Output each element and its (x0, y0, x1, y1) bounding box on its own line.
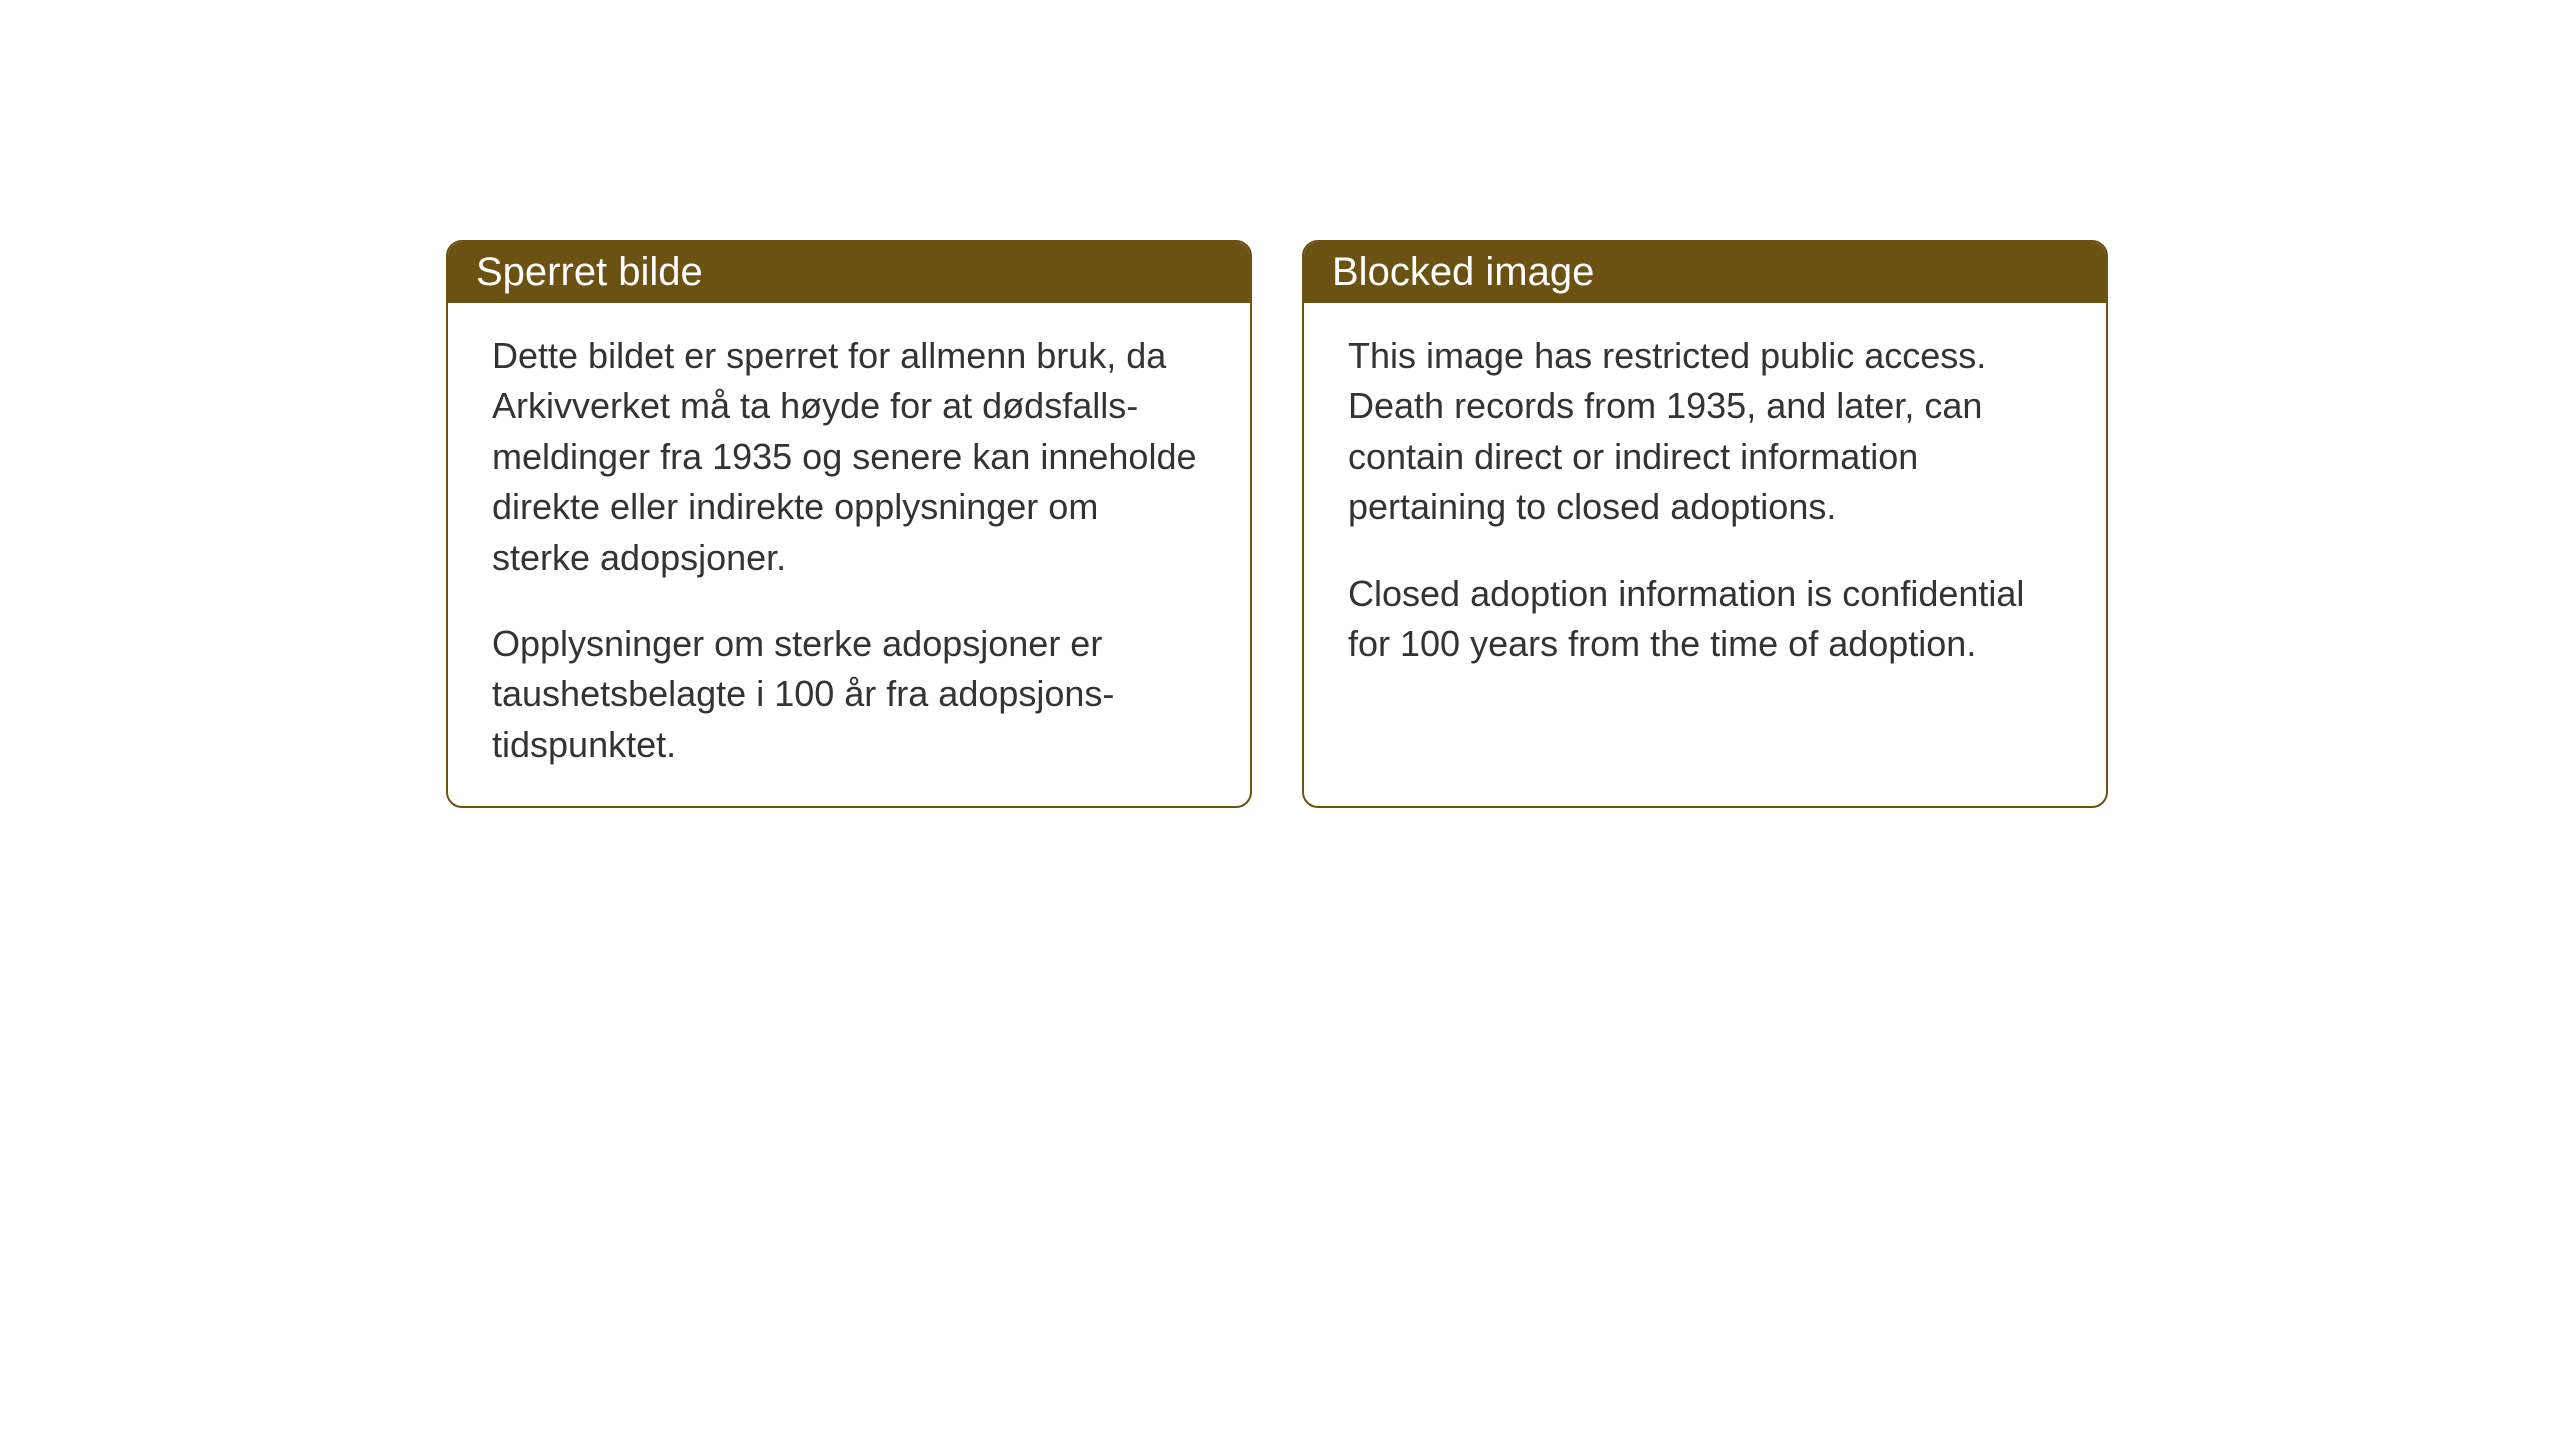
notice-cards-container: Sperret bilde Dette bildet er sperret fo… (446, 240, 2108, 808)
card-title-english: Blocked image (1332, 250, 1594, 294)
card-paragraph-2-english: Closed adoption information is confident… (1348, 569, 2062, 670)
card-paragraph-1-english: This image has restricted public access.… (1348, 331, 2062, 533)
card-header-norwegian: Sperret bilde (448, 242, 1250, 303)
card-header-english: Blocked image (1304, 242, 2106, 303)
card-body-english: This image has restricted public access.… (1304, 303, 2106, 705)
notice-card-norwegian: Sperret bilde Dette bildet er sperret fo… (446, 240, 1252, 808)
card-body-norwegian: Dette bildet er sperret for allmenn bruk… (448, 303, 1250, 806)
card-paragraph-2-norwegian: Opplysninger om sterke adopsjoner er tau… (492, 619, 1206, 770)
card-paragraph-1-norwegian: Dette bildet er sperret for allmenn bruk… (492, 331, 1206, 583)
card-title-norwegian: Sperret bilde (476, 250, 703, 294)
notice-card-english: Blocked image This image has restricted … (1302, 240, 2108, 808)
